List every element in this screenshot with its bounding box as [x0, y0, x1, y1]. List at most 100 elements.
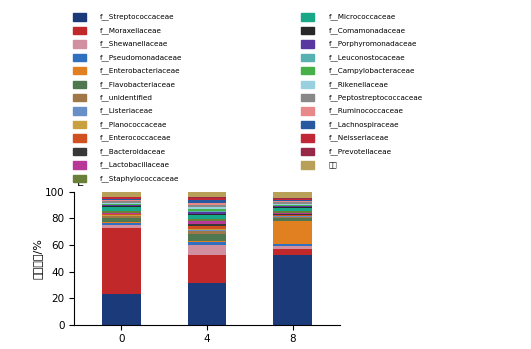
Bar: [188, 234, 226, 240]
Text: f__Listeriaceae: f__Listeriaceae: [100, 108, 154, 114]
Text: f__Pseudomonadaceae: f__Pseudomonadaceae: [100, 54, 183, 61]
Text: f__Prevotellaceae: f__Prevotellaceae: [329, 148, 392, 155]
Bar: [188, 214, 226, 215]
Text: f__Comamonadaceae: f__Comamonadaceae: [329, 27, 406, 34]
Bar: [301, 67, 314, 74]
Text: f__Staphylococcaceae: f__Staphylococcaceae: [100, 175, 180, 182]
Bar: [73, 161, 86, 169]
Text: f__Lactobacillaceae: f__Lactobacillaceae: [100, 162, 170, 168]
Bar: [102, 223, 141, 225]
Text: f__Micrococcaceae: f__Micrococcaceae: [329, 14, 396, 20]
Bar: [73, 134, 86, 142]
Bar: [102, 196, 141, 197]
Bar: [273, 215, 312, 216]
Bar: [273, 255, 312, 325]
Bar: [273, 213, 312, 214]
Bar: [102, 199, 141, 200]
Bar: [102, 225, 141, 228]
Bar: [73, 81, 86, 88]
Text: f__Moraxellaceae: f__Moraxellaceae: [100, 27, 162, 34]
Bar: [73, 107, 86, 115]
Bar: [301, 134, 314, 142]
Bar: [273, 204, 312, 205]
Bar: [301, 27, 314, 34]
Bar: [102, 200, 141, 201]
Y-axis label: 相对丰度/%: 相对丰度/%: [32, 238, 42, 279]
Bar: [188, 231, 226, 234]
Bar: [73, 54, 86, 61]
Bar: [188, 224, 226, 226]
Bar: [273, 218, 312, 221]
Bar: [102, 228, 141, 294]
Bar: [273, 211, 312, 213]
Bar: [188, 230, 226, 231]
Bar: [188, 283, 226, 325]
Bar: [273, 216, 312, 217]
Bar: [273, 192, 312, 198]
Text: f__Enterococcaceae: f__Enterococcaceae: [100, 135, 172, 141]
Bar: [73, 94, 86, 101]
Bar: [273, 201, 312, 202]
Bar: [273, 206, 312, 207]
Bar: [188, 200, 226, 202]
Bar: [73, 121, 86, 128]
Bar: [188, 213, 226, 214]
Text: f__Shewanellaceae: f__Shewanellaceae: [100, 40, 169, 47]
Bar: [102, 294, 141, 325]
Bar: [188, 240, 226, 243]
Bar: [102, 201, 141, 202]
Bar: [73, 27, 86, 34]
Bar: [301, 161, 314, 169]
Text: f__Campylobacteraceae: f__Campylobacteraceae: [329, 67, 415, 74]
Text: f__Neisseriaceae: f__Neisseriaceae: [329, 135, 389, 141]
Text: f__Ruminococcaceae: f__Ruminococcaceae: [329, 108, 404, 114]
Bar: [102, 206, 141, 207]
Bar: [102, 214, 141, 215]
Bar: [273, 221, 312, 244]
Bar: [273, 244, 312, 246]
Bar: [301, 94, 314, 101]
Bar: [102, 215, 141, 216]
Text: f__Flavobacteriaceae: f__Flavobacteriaceae: [100, 81, 176, 88]
Bar: [301, 40, 314, 47]
Text: f__Planococcaceae: f__Planococcaceae: [100, 121, 168, 128]
Bar: [188, 211, 226, 213]
Bar: [301, 81, 314, 88]
Bar: [188, 229, 226, 230]
Text: f__Streptococcaceae: f__Streptococcaceae: [100, 14, 175, 20]
Bar: [102, 205, 141, 206]
Bar: [102, 218, 141, 222]
Bar: [188, 202, 226, 205]
Text: f__Lachnospiraceae: f__Lachnospiraceae: [329, 121, 399, 128]
Bar: [273, 208, 312, 211]
Bar: [273, 246, 312, 249]
Bar: [73, 67, 86, 74]
Text: f__Enterobacteriaceae: f__Enterobacteriaceae: [100, 67, 181, 74]
Bar: [102, 197, 141, 199]
Bar: [273, 198, 312, 199]
Text: f__Bacteroidaceae: f__Bacteroidaceae: [100, 148, 166, 155]
Bar: [73, 174, 86, 182]
Bar: [188, 255, 226, 283]
Bar: [301, 54, 314, 61]
Text: f__Porphyromonadaceae: f__Porphyromonadaceae: [329, 40, 417, 47]
Bar: [188, 243, 226, 245]
Bar: [273, 205, 312, 206]
Bar: [102, 222, 141, 223]
Bar: [301, 121, 314, 128]
Bar: [188, 219, 226, 221]
Text: f__unidentified: f__unidentified: [100, 94, 153, 101]
Bar: [102, 210, 141, 213]
Bar: [273, 214, 312, 215]
Bar: [188, 226, 226, 229]
Bar: [301, 13, 314, 21]
Bar: [102, 202, 141, 204]
Bar: [102, 204, 141, 205]
Bar: [273, 249, 312, 255]
Text: f__Peptostreptococcaceae: f__Peptostreptococcaceae: [329, 94, 423, 101]
Bar: [73, 40, 86, 47]
Text: f__Leuconostocaceae: f__Leuconostocaceae: [329, 54, 405, 61]
Bar: [188, 192, 226, 197]
Text: 其他: 其他: [329, 162, 337, 168]
Text: f__Rikenellaceae: f__Rikenellaceae: [329, 81, 389, 88]
